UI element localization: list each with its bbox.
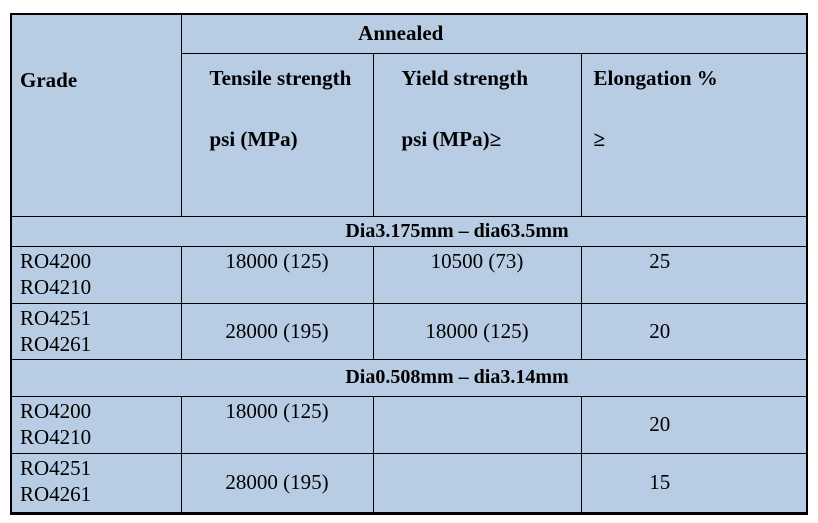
yield-value-empty: [372, 395, 582, 454]
tensile-value: 28000 (195): [180, 452, 374, 514]
grade-line: RO4251: [20, 305, 92, 330]
elongation-value: 20: [580, 395, 808, 454]
grade-line: RO4200: [20, 398, 92, 423]
yield-strength-header-line1: Yield strength: [401, 65, 529, 90]
section-title-dia-small: Dia0.508mm – dia3.14mm: [10, 358, 808, 397]
material-spec-table: Grade Annealed Tensile strength psi (MPa…: [10, 13, 809, 515]
elongation-header: Elongation % ≥: [580, 52, 808, 217]
elongation-value: 15: [580, 452, 808, 514]
elongation-header-line1: Elongation %: [593, 65, 718, 90]
elongation-value: 25: [580, 245, 808, 304]
table-row: RO4200 RO4210 18000 (125) 10500 (73) 25: [10, 245, 808, 304]
section-title-dia-large: Dia3.175mm – dia63.5mm: [10, 215, 808, 247]
tensile-strength-header-line1: Tensile strength: [209, 65, 352, 90]
annealed-group-header: Annealed: [180, 13, 808, 54]
grade-column-header: Grade: [10, 13, 182, 217]
grade-cell: RO4200 RO4210: [10, 395, 182, 454]
grade-line: RO4261: [20, 331, 92, 356]
table-row: RO4251 RO4261 28000 (195) 18000 (125) 20: [10, 302, 808, 360]
tensile-strength-header: Tensile strength psi (MPa): [180, 52, 374, 217]
yield-value: 18000 (125): [372, 302, 582, 360]
tensile-value: 18000 (125): [180, 395, 374, 454]
tensile-value: 28000 (195): [180, 302, 374, 360]
yield-value-empty: [372, 452, 582, 514]
grade-line: RO4251: [20, 455, 92, 480]
yield-strength-header-line2: psi (MPa)≥: [401, 126, 502, 151]
elongation-value: 20: [580, 302, 808, 360]
yield-strength-header: Yield strength psi (MPa)≥: [372, 52, 582, 217]
grade-line: RO4261: [20, 481, 92, 506]
tensile-value: 18000 (125): [180, 245, 374, 304]
grade-cell: RO4251 RO4261: [10, 302, 182, 360]
grade-line: RO4210: [20, 274, 92, 299]
table-row: RO4200 RO4210 18000 (125) 20: [10, 395, 808, 454]
tensile-strength-header-line2: psi (MPa): [209, 126, 298, 151]
grade-cell: RO4200 RO4210: [10, 245, 182, 304]
grade-line: RO4210: [20, 424, 92, 449]
table-row: RO4251 RO4261 28000 (195) 15: [10, 452, 808, 514]
grade-cell: RO4251 RO4261: [10, 452, 182, 514]
elongation-header-line2: ≥: [593, 126, 606, 151]
grade-line: RO4200: [20, 248, 92, 273]
yield-value: 10500 (73): [372, 245, 582, 304]
